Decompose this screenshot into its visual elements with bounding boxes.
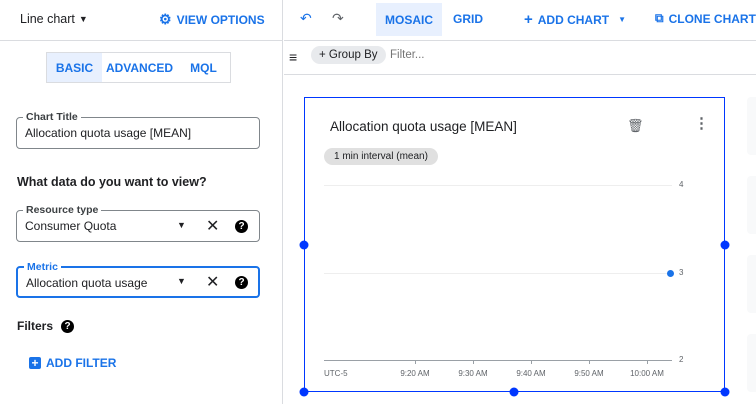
view-options-label: VIEW OPTIONS [176,12,265,27]
add-filter-button[interactable]: + ADD FILTER [29,356,116,370]
data-question-heading: What data do you want to view? [17,175,207,189]
ghost-card [747,97,756,155]
add-filter-label: ADD FILTER [46,356,117,370]
x-tick-mark [647,360,648,364]
undo-icon[interactable]: ↶ [300,10,312,26]
plus-icon: + [524,11,533,28]
resize-handle[interactable] [720,240,730,250]
left-panel: Line chart ▼ ⚙ VIEW OPTIONS BASIC ADVANC… [0,0,283,404]
caret-down-icon[interactable]: ▼ [177,220,186,230]
clear-icon[interactable]: ✕ [206,218,220,235]
filter-input[interactable] [390,49,590,61]
tab-label: ADVANCED [105,60,174,75]
x-tick-mark [473,360,474,364]
caret-down-icon: ▼ [618,15,627,24]
toolbar: ↶ ↷ MOSAIC GRID + ADD CHART ▼ ⧉ CLONE CH… [284,0,756,40]
chart-card[interactable]: Allocation quota usage [MEAN] 🗑 ⋮ 1 min … [304,97,725,392]
help-icon[interactable]: ? [235,220,248,233]
y-tick-label: 4 [679,180,684,189]
caret-down-icon: ▼ [78,14,88,24]
chart-title-field[interactable]: Chart Title Allocation quota usage [MEAN… [16,111,260,149]
tab-label: BASIC [55,60,94,75]
y-tick-label: 2 [679,355,684,364]
ghost-card [747,334,756,392]
filter-bar: ≡ + Group By [284,41,756,75]
chart-type-select[interactable]: Line chart ▼ [20,12,88,26]
resource-type-field[interactable]: Resource type Consumer Quota ▼ ✕ ? [16,204,260,242]
help-icon[interactable]: ? [235,276,248,289]
ghost-card [747,255,756,313]
x-tick-mark [589,360,590,364]
resource-type-label: Resource type [23,204,102,216]
redo-icon[interactable]: ↷ [332,10,344,26]
copy-icon: ⧉ [655,11,664,25]
y-tick-label: 3 [679,267,684,277]
more-vert-icon[interactable]: ⋮ [694,115,709,132]
add-chart-label: ADD CHART [537,12,610,27]
resource-type-value: Consumer Quota [25,219,117,233]
grid-label: GRID [453,12,483,26]
group-by-chip[interactable]: + Group By [311,46,386,64]
toolbar-divider [284,40,756,41]
chart-title-value: Allocation quota usage [MEAN] [25,126,192,140]
ghost-card [747,176,756,234]
filters-label: Filters [17,319,54,333]
x-axis-line [324,360,672,361]
tab-mql[interactable]: MQL [177,53,230,82]
resize-handle[interactable] [299,240,309,250]
x-tick-mark [415,360,416,364]
help-icon[interactable]: ? [61,319,75,333]
x-tick-mark [531,360,532,364]
metric-field[interactable]: Metric Allocation quota usage ▼ ✕ ? [16,261,260,298]
x-tick-label: 9:20 AM [400,369,430,378]
view-options-button[interactable]: ⚙ VIEW OPTIONS [159,11,265,28]
gridline [324,185,672,186]
header-divider [0,40,283,41]
gridline [324,272,672,274]
metric-value: Allocation quota usage [26,276,148,290]
tab-advanced[interactable]: ADVANCED [102,53,177,82]
chart-title: Allocation quota usage [MEAN] [330,119,517,134]
timezone-label: UTC-5 [324,369,348,378]
chart-title-label: Chart Title [23,111,81,123]
tab-basic[interactable]: BASIC [47,53,102,82]
resize-handle[interactable] [299,387,309,397]
caret-down-icon[interactable]: ▼ [177,276,186,286]
gear-icon: ⚙ [159,11,172,27]
grid-button[interactable]: GRID [453,12,483,26]
tab-label: MQL [190,60,217,75]
filter-list-icon[interactable]: ≡ [289,49,298,65]
mode-tabs: BASIC ADVANCED MQL [46,52,231,83]
clone-chart-button[interactable]: ⧉ CLONE CHART [655,11,756,26]
clear-icon[interactable]: ✕ [206,274,220,291]
x-tick-label: 10:00 AM [630,369,664,378]
x-tick-label: 9:40 AM [516,369,546,378]
resize-handle[interactable] [509,387,519,397]
delete-icon[interactable]: 🗑 [627,118,644,133]
x-tick-label: 9:50 AM [574,369,604,378]
mosaic-label: MOSAIC [385,12,433,27]
resize-handle[interactable] [720,387,730,397]
add-chart-button[interactable]: + ADD CHART ▼ [524,11,626,28]
clone-chart-label: CLONE CHART [668,11,756,26]
mosaic-button[interactable]: MOSAIC [376,3,442,36]
add-box-icon: + [29,357,41,369]
filters-heading: Filters ? [17,319,75,333]
metric-label: Metric [24,261,61,273]
interval-chip: 1 min interval (mean) [324,148,438,165]
x-tick-label: 9:30 AM [458,369,488,378]
data-point[interactable] [667,269,675,277]
chart-type-label: Line chart [20,12,75,26]
